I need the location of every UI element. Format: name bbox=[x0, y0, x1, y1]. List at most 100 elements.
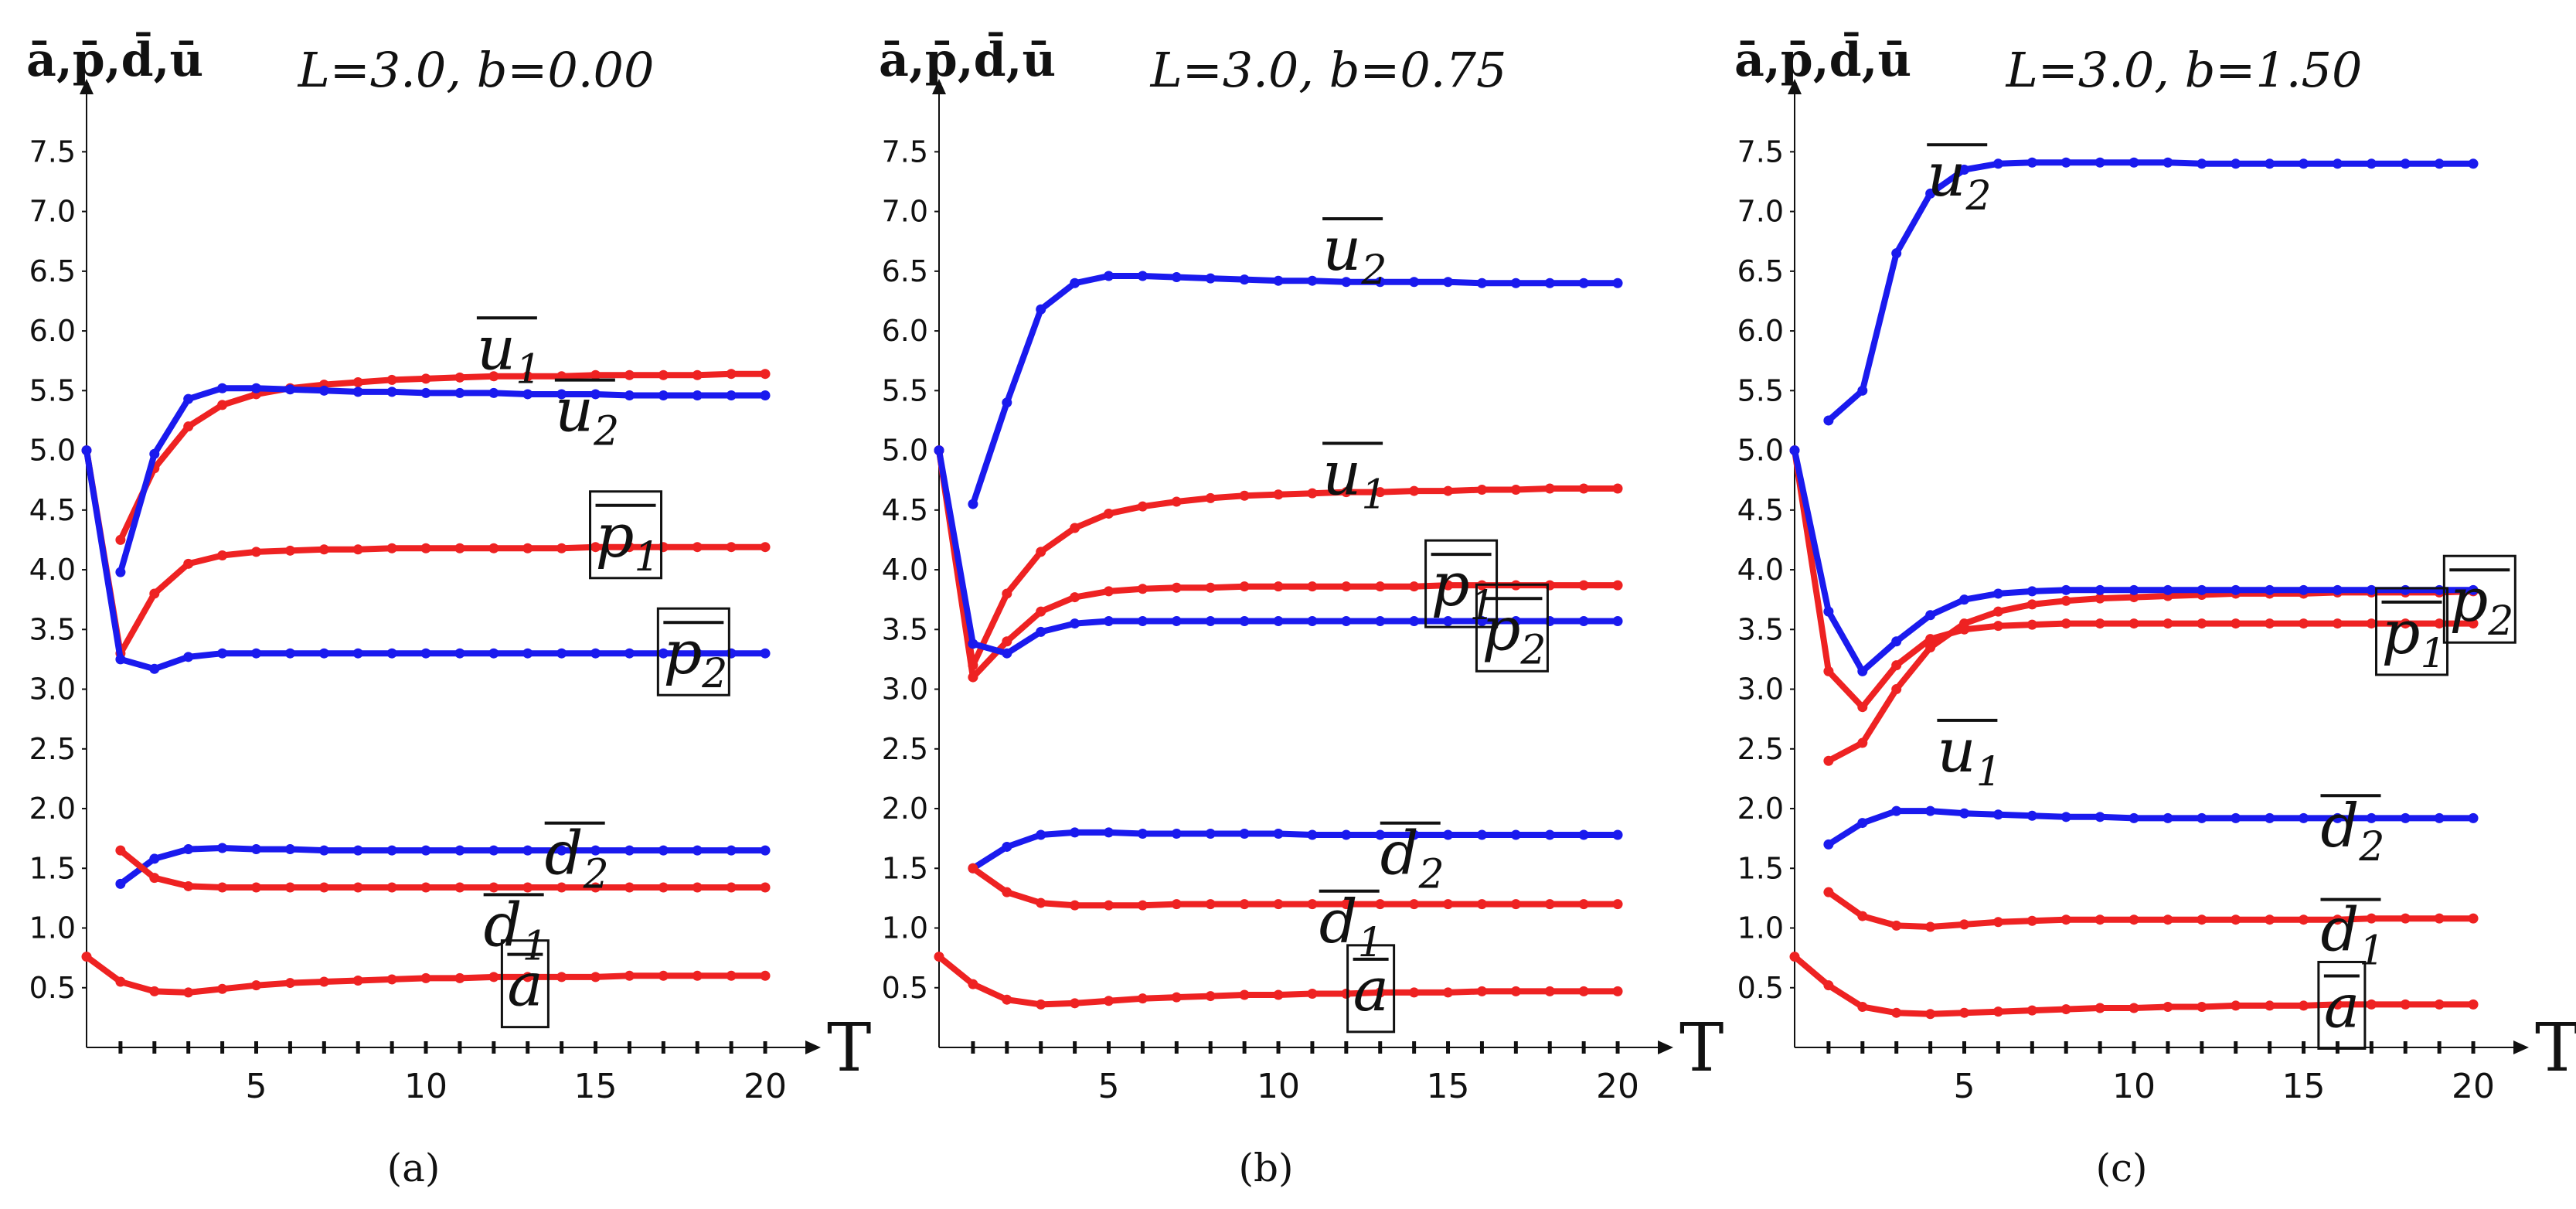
panel-c-point-d1 bbox=[2468, 913, 2479, 924]
panel-a-point-u2 bbox=[217, 383, 228, 393]
panel-a-point-u2 bbox=[318, 385, 329, 396]
panel-c-y-axis-arrow bbox=[1788, 79, 1802, 94]
panel-c-y-tick-label: 0.5 bbox=[1737, 971, 1784, 1005]
panel-c-point-u1 bbox=[2265, 618, 2275, 629]
panel-a-point-a bbox=[590, 972, 601, 983]
panel-a-point-p2 bbox=[318, 648, 329, 659]
panel-c-point-p1 bbox=[2094, 593, 2105, 604]
panel-a-point-u2 bbox=[522, 389, 533, 400]
panel-b-point-p2 bbox=[1443, 615, 1454, 626]
panel-b-point-d2 bbox=[1375, 829, 1386, 840]
panel-b-y-tick-label: 6.0 bbox=[882, 314, 928, 348]
panel-a-point-a bbox=[115, 976, 126, 987]
panel-a-y-tick-label: 2.0 bbox=[29, 792, 76, 826]
panel-a-x-axis-label: T bbox=[827, 1010, 871, 1087]
panel-b-point-d2 bbox=[1036, 829, 1046, 840]
panel-b-point-p2 bbox=[1205, 615, 1216, 626]
panel-a-point-d2 bbox=[251, 844, 262, 855]
panel-c-point-p2 bbox=[2197, 584, 2207, 595]
svg-text:p1: p1 bbox=[2382, 598, 2446, 677]
panel-c-y-tick-label: 5.5 bbox=[1737, 373, 1784, 407]
panel-c-point-u1 bbox=[2197, 618, 2207, 629]
panel-c-point-p2 bbox=[2332, 584, 2343, 595]
panel-b-point-p2 bbox=[1578, 615, 1589, 626]
panel-c-point-p2 bbox=[2265, 584, 2275, 595]
panel-b-point-d1 bbox=[1205, 899, 1216, 910]
panel-a-point-p2 bbox=[420, 648, 431, 659]
panel-a-point-u2 bbox=[420, 387, 431, 398]
panel-c-y-tick-label: 6.5 bbox=[1737, 254, 1784, 288]
panel-c-point-d2 bbox=[2026, 810, 2037, 821]
panel-a-point-d1 bbox=[624, 882, 635, 893]
panel-a-point-d2 bbox=[115, 878, 126, 889]
panel-b-point-d1 bbox=[1307, 899, 1318, 910]
panel-c-point-a bbox=[2163, 1001, 2173, 1012]
panel-b-point-d1 bbox=[1137, 900, 1148, 911]
panel-c-point-u1 bbox=[2400, 618, 2411, 629]
panel-a-point-d2 bbox=[352, 845, 363, 856]
panel-c-point-d1 bbox=[2026, 915, 2037, 926]
panel-b-point-d2 bbox=[1002, 841, 1012, 852]
panel-b-y-tick-label: 4.0 bbox=[882, 553, 928, 587]
panel-c-point-u2 bbox=[1891, 248, 1902, 259]
panel-b-point-p2 bbox=[968, 639, 978, 649]
panel-c-point-d1 bbox=[2231, 914, 2241, 925]
panel-b-subtitle: (b) bbox=[1238, 1146, 1293, 1190]
panel-c-point-p2 bbox=[2231, 584, 2241, 595]
panel-b-point-d2 bbox=[1443, 829, 1454, 840]
panel-a-x-tick-label: 10 bbox=[404, 1067, 447, 1106]
panel-a-point-p1 bbox=[726, 542, 737, 553]
panel-b-point-u2 bbox=[1510, 278, 1521, 288]
panel-b-point-d2 bbox=[1578, 829, 1589, 840]
panel-b-point-p1 bbox=[1239, 581, 1250, 592]
panel-c-point-u1 bbox=[1857, 702, 1868, 713]
panel-a-point-a bbox=[692, 970, 703, 981]
panel-b-point-p1 bbox=[1137, 584, 1148, 594]
panel-b-point-u2 bbox=[1273, 275, 1284, 286]
panel-c-subtitle: (c) bbox=[2095, 1146, 2147, 1190]
panel-c-y-tick-label: 7.5 bbox=[1737, 135, 1784, 169]
panel-a-point-u2 bbox=[454, 387, 465, 398]
panel-a-point-p2 bbox=[386, 648, 397, 659]
panel-b-y-tick-label: 2.5 bbox=[882, 732, 928, 766]
panel-b-point-p1 bbox=[1578, 580, 1589, 591]
panel-a-point-d1 bbox=[590, 882, 601, 893]
panel-b-point-d1 bbox=[1612, 899, 1623, 910]
panel-c-point-u1 bbox=[1823, 666, 1834, 676]
panel-b-point-u1 bbox=[1171, 496, 1182, 507]
panel-a-point-u2 bbox=[658, 390, 669, 400]
panel-b-point-p2 bbox=[1239, 615, 1250, 626]
panel-c-point-d2 bbox=[1959, 808, 1970, 819]
panel-a-y-tick-label: 6.5 bbox=[29, 254, 76, 288]
panel-b-point-u1 bbox=[1205, 492, 1216, 503]
panel-c-y-tick-label: 4.0 bbox=[1737, 553, 1784, 587]
panel-c-point-d2 bbox=[1925, 805, 1936, 816]
panel-a-point-a bbox=[251, 980, 262, 991]
panel-b-point-p1 bbox=[1612, 580, 1623, 591]
panel-a-point-a bbox=[284, 978, 295, 989]
panel-b-point-d1 bbox=[1341, 899, 1352, 910]
panel-b-point-u1 bbox=[1002, 588, 1012, 599]
panel-c-point-u2 bbox=[2468, 158, 2479, 169]
panel-a-point-p1 bbox=[420, 543, 431, 553]
panel-c-point-u2 bbox=[2299, 158, 2309, 169]
panel-a-point-u2 bbox=[251, 383, 262, 393]
panel-c-title: L=3.0, b=1.50 bbox=[2006, 42, 2363, 98]
panel-c-point-d1 bbox=[2265, 914, 2275, 925]
panel-b-point-u1 bbox=[1375, 487, 1386, 498]
panel-b-x-tick-label: 5 bbox=[1098, 1067, 1120, 1106]
panel-a-point-p2 bbox=[556, 648, 567, 659]
panel-a-point-p1 bbox=[318, 544, 329, 555]
panel-b-point-u1 bbox=[1578, 483, 1589, 494]
panel-a-point-d1 bbox=[183, 880, 194, 891]
panel-c-point-p1 bbox=[2026, 599, 2037, 610]
panel-c-point-a bbox=[2026, 1005, 2037, 1016]
panel-a-point-a bbox=[149, 986, 160, 996]
panel-a-point-a bbox=[352, 975, 363, 986]
panel-b-point-p1 bbox=[1409, 581, 1420, 592]
panel-b-point-d2 bbox=[1273, 828, 1284, 839]
panel-c-point-d1 bbox=[1891, 920, 1902, 931]
panel-c-point-p2 bbox=[1925, 610, 1936, 621]
panel-a-point-p1 bbox=[590, 542, 601, 553]
